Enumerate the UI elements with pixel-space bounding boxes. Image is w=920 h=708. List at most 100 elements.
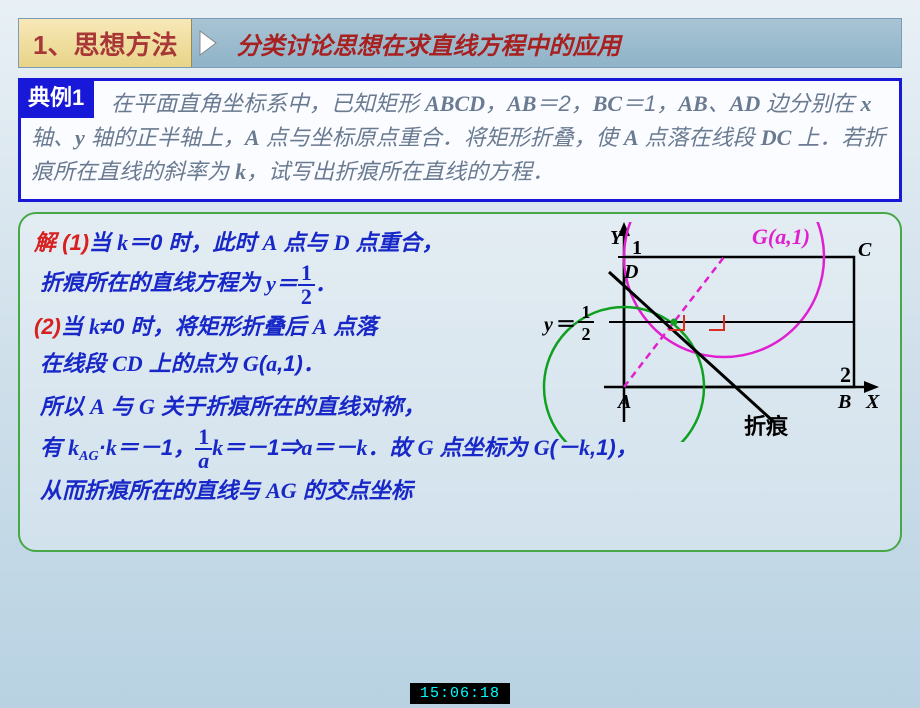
p1-label: (1) (62, 230, 89, 255)
sym: D (334, 230, 350, 255)
v: 0 (150, 230, 162, 255)
t: 上的点为 (143, 351, 243, 376)
t: 当 (89, 230, 117, 255)
t: ⇒ (279, 435, 301, 460)
sym: y (75, 125, 85, 150)
v: 2 (558, 91, 570, 116)
sym: A (624, 125, 639, 150)
sym: DC (761, 125, 792, 150)
sym: ABCD (425, 91, 485, 116)
t: 时，将矩形折叠后 (124, 314, 312, 339)
t: ,1) (277, 351, 303, 376)
section-title: 分类讨论思想在求直线方程中的应用 (234, 26, 620, 61)
sym: AD (730, 91, 761, 116)
sym: k (235, 159, 246, 184)
den: 2 (298, 286, 315, 308)
t: ． (303, 351, 325, 376)
sym: AB (507, 91, 536, 116)
t: 与 (105, 394, 139, 419)
lbl-two: 2 (840, 362, 851, 387)
section-number: 1、思想方法 (19, 19, 192, 67)
t: 有 (34, 435, 68, 460)
t: 轴的正半轴上， (85, 125, 245, 150)
t: 点重合， (349, 230, 443, 255)
t: 点落在线段 (639, 125, 761, 150)
t: 、 (708, 91, 730, 116)
t: · (99, 435, 106, 460)
t: ． (367, 435, 389, 460)
sym: A (245, 125, 260, 150)
header-bar: 1、思想方法 分类讨论思想在求直线方程中的应用 (18, 18, 902, 68)
lbl-yhalf-den: 2 (582, 324, 591, 344)
sym: BC (593, 91, 622, 116)
lbl-zhehen: 折痕 (744, 414, 789, 439)
frac: 1a (195, 426, 212, 472)
problem-text: 在平面直角坐标系中，已知矩形 ABCD，AB＝2，BC＝1，AB、AD 边分别在… (31, 87, 889, 189)
lbl-one: 1 (632, 237, 642, 259)
t: ， (656, 91, 678, 116)
t: 从而折痕所在的直线与 (34, 478, 266, 503)
t: 点与 (277, 230, 333, 255)
t: 时，此时 (162, 230, 262, 255)
t: 在平面直角坐标系中，已知矩形 (111, 91, 425, 116)
v: 0 (112, 314, 124, 339)
arrow-icon (196, 27, 228, 59)
lbl-X: X (865, 391, 880, 413)
den: a (195, 450, 212, 472)
v: 1 (161, 435, 173, 460)
p2-label: (2) (34, 314, 61, 339)
lbl-yhalf-y: y (542, 314, 553, 336)
lbl-C: C (858, 239, 872, 261)
t: 所以 (34, 394, 90, 419)
lbl-B: B (837, 391, 851, 413)
sym: a (266, 351, 277, 376)
t: ， (571, 91, 593, 116)
example-badge: 典例1 (18, 78, 94, 118)
t: 关于折痕所在的直线对称， (155, 394, 425, 419)
lbl-yhalf-eq: ＝ (556, 314, 576, 336)
frac: 12 (298, 262, 315, 308)
lbl-Y: Y (610, 227, 624, 249)
t: ，试写出折痕所在直线的方程． (246, 159, 554, 184)
sym: k (89, 314, 100, 339)
lbl-A: A (616, 391, 631, 413)
num: 1 (195, 426, 212, 450)
t: ＝ (128, 230, 150, 255)
solution-text: 解 (1)当 k＝0 时，此时 A 点与 D 点重合， 折痕所在的直线方程为 y… (34, 224, 554, 382)
t: 点与坐标原点重合．将矩形折叠，使 (260, 125, 624, 150)
clock-display: 15:06:18 (410, 683, 510, 704)
t: ． (315, 270, 337, 295)
t: ＝ (536, 91, 558, 116)
t: ≠ (100, 314, 112, 339)
sym: k (68, 435, 79, 460)
solution-box: 解 (1)当 k＝0 时，此时 A 点与 D 点重合， 折痕所在的直线方程为 y… (18, 212, 902, 552)
sym: AB (678, 91, 707, 116)
num: 1 (298, 262, 315, 286)
t: 轴、 (31, 125, 75, 150)
t: 折痕所在的直线方程为 (34, 270, 266, 295)
t: ＝ (276, 270, 298, 295)
sym: AG (266, 478, 297, 503)
sym: a (301, 435, 312, 460)
t: 的交点坐标 (297, 478, 413, 503)
t: ， (173, 435, 195, 460)
sym: A (313, 314, 328, 339)
v: 1 (644, 91, 656, 116)
sym: A (263, 230, 278, 255)
sym: A (90, 394, 105, 419)
t: ＝－ (223, 435, 267, 460)
sym: x (861, 91, 872, 116)
sym: y (266, 270, 276, 295)
t: ＝－ (312, 435, 356, 460)
t: ＝－ (117, 435, 161, 460)
sub: AG (79, 449, 98, 464)
sym: k (356, 435, 367, 460)
lbl-D: D (623, 261, 638, 283)
t: ＝ (622, 91, 644, 116)
jie: 解 (34, 230, 56, 255)
sym: G (243, 351, 259, 376)
t: 边分别在 (760, 91, 860, 116)
sym: k (117, 230, 128, 255)
sym: CD (112, 351, 143, 376)
sym: G (418, 435, 434, 460)
